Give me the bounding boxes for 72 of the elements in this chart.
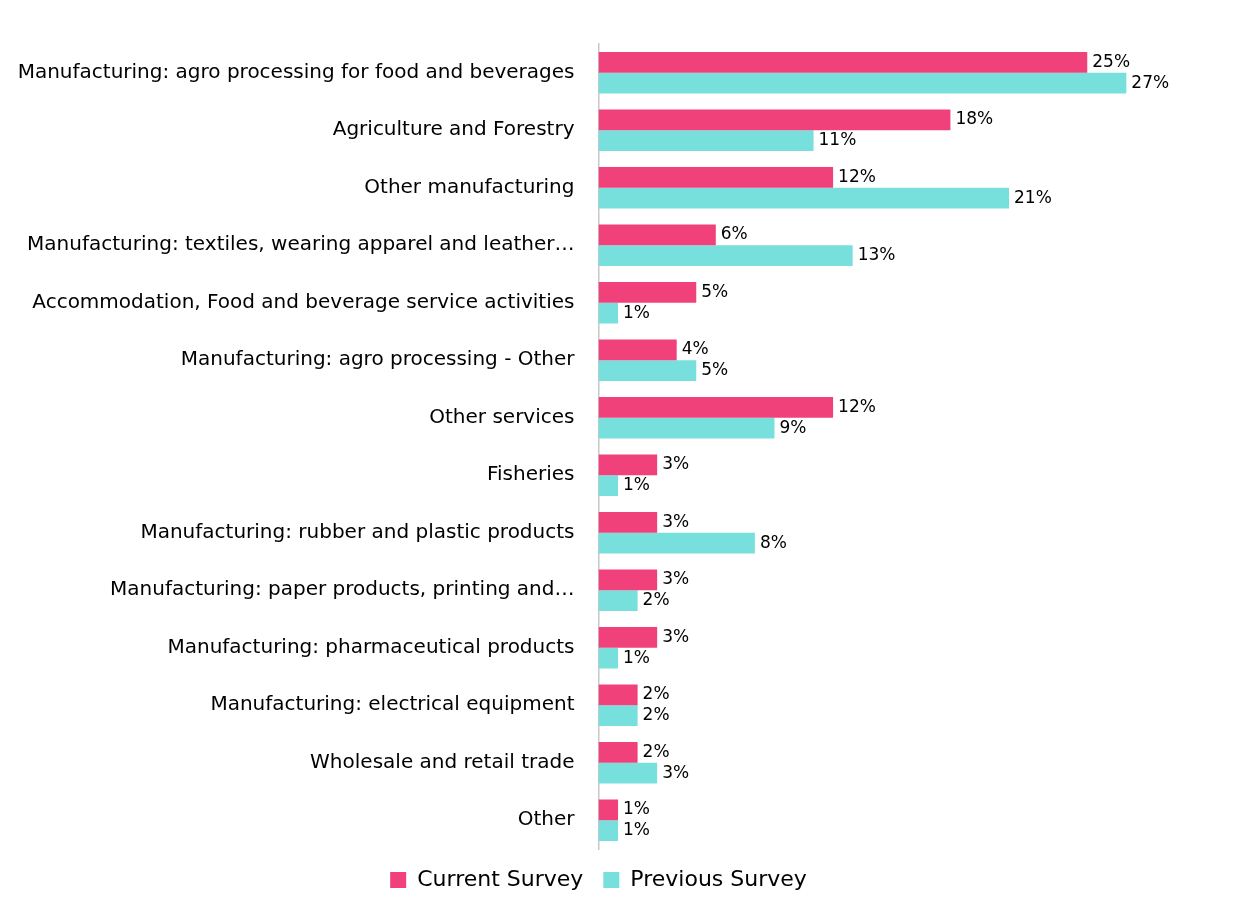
- y-tick-label: Manufacturing: textiles, wearing apparel and leather…: [27, 231, 575, 256]
- bar: [598, 684, 638, 706]
- y-tick-label: Manufacturing: pharmaceutical products: [167, 633, 575, 658]
- y-tick-label: Agriculture and Forestry: [332, 116, 575, 141]
- bar: [598, 475, 619, 496]
- data-label: 1%: [623, 798, 651, 819]
- bar: [598, 705, 638, 726]
- y-tick-label: Accommodation, Food and beverage service activities: [32, 288, 575, 313]
- data-label: 12%: [838, 395, 876, 416]
- legend-label: Current Survey: [417, 865, 584, 891]
- bar: [598, 417, 775, 439]
- y-tick-label: Fisheries: [486, 461, 575, 486]
- data-label: 12%: [838, 165, 876, 186]
- data-label: 2%: [642, 704, 670, 725]
- bar: [598, 109, 951, 131]
- data-label: 8%: [759, 531, 787, 552]
- y-tick-label: Manufacturing: agro processing - Other: [180, 346, 576, 371]
- data-label: 3%: [662, 761, 690, 782]
- y-tick-label: Other manufacturing: [364, 173, 575, 198]
- bar: [598, 245, 853, 266]
- bar: [598, 52, 1088, 73]
- bar: [598, 569, 658, 591]
- data-label: 27%: [1131, 71, 1170, 92]
- bar: [598, 339, 677, 361]
- y-tick-label: Other services: [429, 403, 575, 428]
- bar: [598, 167, 834, 188]
- bar: [598, 647, 619, 669]
- y-tick-label: Manufacturing: electrical equipment: [210, 691, 575, 716]
- data-label: 1%: [623, 646, 651, 667]
- bar: [598, 282, 697, 303]
- data-label: 5%: [701, 280, 729, 301]
- bar: [598, 187, 1010, 209]
- bar: [598, 454, 658, 476]
- y-tick-label: Manufacturing: paper products, printing and…: [110, 576, 575, 601]
- data-label: 1%: [623, 474, 651, 495]
- data-label: 9%: [779, 416, 807, 437]
- bar: [598, 762, 658, 784]
- bar: [598, 820, 619, 841]
- data-label: 4%: [681, 338, 709, 359]
- data-label: 2%: [642, 683, 670, 704]
- data-label: 5%: [701, 359, 729, 380]
- y-tick-label: Wholesale and retail trade: [310, 748, 575, 773]
- y-tick-label: Manufacturing: rubber and plastic products: [140, 518, 575, 543]
- bar: [598, 627, 658, 648]
- bar: [598, 72, 1127, 94]
- data-label: 11%: [818, 129, 857, 150]
- bar: [598, 130, 814, 151]
- bar: [598, 360, 697, 381]
- bar: [598, 799, 619, 821]
- data-label: 3%: [662, 510, 690, 531]
- data-label: 1%: [623, 819, 651, 840]
- bar: [598, 512, 658, 533]
- bar: [598, 224, 716, 246]
- bar: [598, 302, 619, 324]
- data-label: 6%: [720, 223, 748, 244]
- data-label: 18%: [955, 108, 994, 129]
- bar: [598, 397, 834, 418]
- bar: [598, 532, 755, 554]
- data-label: 3%: [662, 568, 690, 589]
- data-label: 2%: [642, 589, 670, 610]
- data-label: 25%: [1092, 50, 1131, 71]
- y-tick-label: Other: [517, 806, 576, 831]
- data-label: 21%: [1014, 186, 1052, 207]
- data-label: 3%: [662, 453, 690, 474]
- legend-label: Previous Survey: [630, 865, 807, 891]
- y-tick-label: Manufacturing: agro processing for food and beverages: [17, 58, 575, 83]
- bar: [598, 590, 638, 611]
- data-label: 1%: [623, 301, 651, 322]
- data-label: 2%: [642, 740, 670, 761]
- data-label: 3%: [662, 625, 690, 646]
- bar: [598, 742, 638, 763]
- data-label: 13%: [857, 244, 896, 265]
